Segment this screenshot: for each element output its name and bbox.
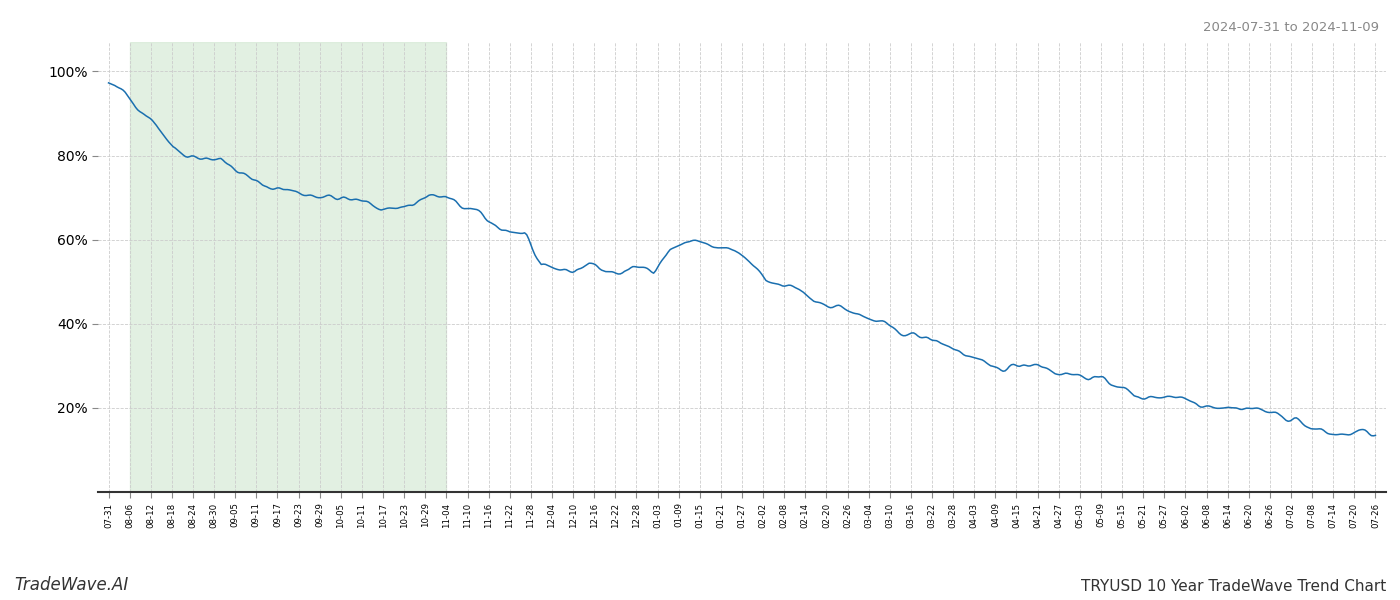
Bar [130, 42, 447, 492]
Text: TradeWave.AI: TradeWave.AI [14, 576, 129, 594]
Text: 2024-07-31 to 2024-11-09: 2024-07-31 to 2024-11-09 [1203, 21, 1379, 34]
Text: TRYUSD 10 Year TradeWave Trend Chart: TRYUSD 10 Year TradeWave Trend Chart [1081, 579, 1386, 594]
